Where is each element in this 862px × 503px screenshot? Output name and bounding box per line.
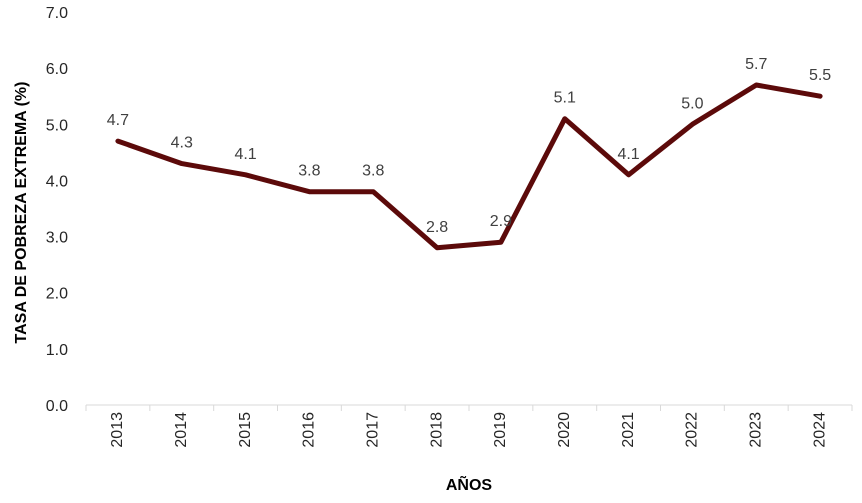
data-label: 5.5 xyxy=(809,67,831,84)
y-tick-label: 1.0 xyxy=(46,342,68,359)
data-label: 4.1 xyxy=(617,146,639,163)
data-label: 5.1 xyxy=(554,90,576,107)
data-label: 3.8 xyxy=(362,163,384,180)
data-labels: 4.7 4.3 4.1 3.8 3.8 2.8 2.9 5.1 4.1 5.0 5.7 5.5 xyxy=(107,56,832,236)
data-label: 4.1 xyxy=(234,146,256,163)
x-tick-label: 2016 xyxy=(301,412,318,448)
data-label: 4.7 xyxy=(107,112,129,129)
y-tick-label: 0.0 xyxy=(46,398,68,415)
data-label: 2.9 xyxy=(490,213,512,230)
x-tick-label: 2013 xyxy=(109,412,126,448)
x-tick-label: 2022 xyxy=(684,412,701,448)
x-tick-label: 2017 xyxy=(364,412,381,448)
x-tick-label: 2018 xyxy=(428,412,445,448)
x-tick-label: 2024 xyxy=(811,412,828,448)
y-tick-label: 7.0 xyxy=(46,5,68,22)
y-axis-title: TASA DE POBREZA EXTREMA (%) xyxy=(13,82,30,344)
x-axis-tickmarks xyxy=(85,405,853,411)
data-label: 5.0 xyxy=(681,95,703,112)
series-line xyxy=(115,82,823,251)
x-tick-label: 2014 xyxy=(173,412,190,448)
x-tick-label: 2015 xyxy=(237,412,254,448)
y-axis-ticks: 0.0 1.0 2.0 3.0 4.0 5.0 6.0 7.0 xyxy=(46,5,68,415)
y-tick-label: 2.0 xyxy=(46,286,68,303)
x-tick-label: 2019 xyxy=(492,412,509,448)
data-label: 3.8 xyxy=(298,163,320,180)
x-axis-ticks: 2013 2014 2015 2016 2017 2018 2019 2020 2021 2022… xyxy=(109,412,828,448)
data-label: 4.3 xyxy=(171,135,193,152)
y-tick-label: 3.0 xyxy=(46,230,68,247)
x-tick-label: 2023 xyxy=(747,412,764,448)
y-tick-label: 5.0 xyxy=(46,117,68,134)
data-label: 5.7 xyxy=(745,56,767,73)
x-tick-label: 2020 xyxy=(556,412,573,448)
x-axis-title: AÑOS xyxy=(446,474,493,494)
data-label: 2.8 xyxy=(426,219,448,236)
x-tick-label: 2021 xyxy=(620,412,637,448)
y-tick-label: 4.0 xyxy=(46,173,68,190)
y-tick-label: 6.0 xyxy=(46,61,68,78)
